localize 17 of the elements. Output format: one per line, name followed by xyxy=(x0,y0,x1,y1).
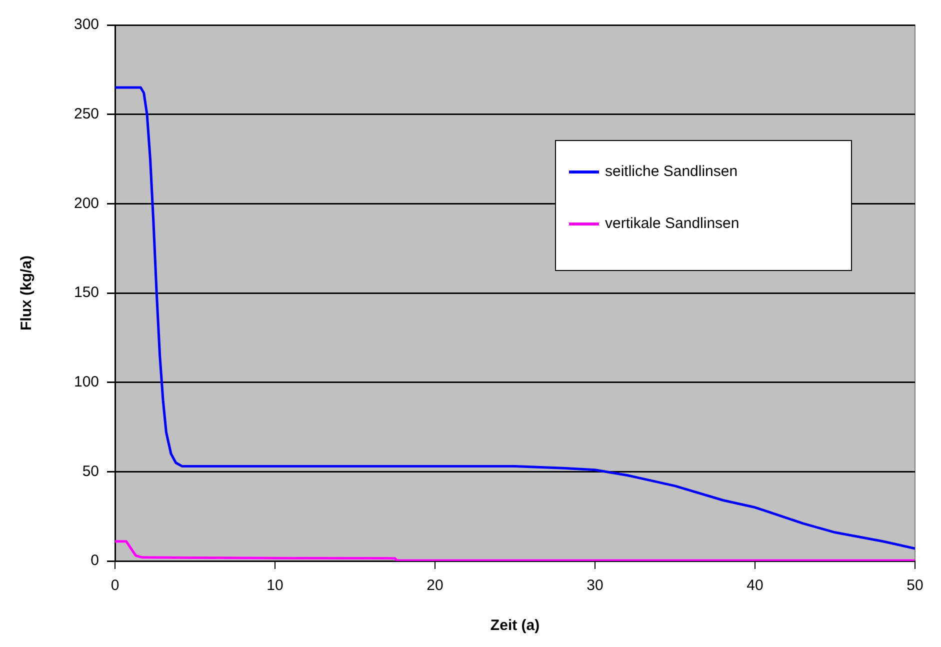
y-axis-title: Flux (kg/a) xyxy=(18,255,36,331)
y-tick-label: 100 xyxy=(74,373,100,390)
x-tick-label: 30 xyxy=(586,577,604,594)
y-tick-label: 300 xyxy=(74,16,100,34)
y-tick-label: 50 xyxy=(82,462,100,480)
y-tick-label: 150 xyxy=(74,284,100,302)
y-tick-label: 250 xyxy=(74,105,100,122)
legend-label: seitliche Sandlinsen xyxy=(605,163,738,180)
y-tick-label: 200 xyxy=(74,194,100,212)
x-tick-label: 20 xyxy=(426,577,444,594)
x-tick-label: 10 xyxy=(266,577,284,594)
x-tick-label: 40 xyxy=(746,577,764,594)
x-axis-title: Zeit (a) xyxy=(490,617,540,634)
x-tick-label: 50 xyxy=(906,577,924,594)
y-tick-label: 0 xyxy=(90,552,100,570)
x-tick-label: 0 xyxy=(110,577,120,594)
legend-label: vertikale Sandlinsen xyxy=(605,215,740,232)
